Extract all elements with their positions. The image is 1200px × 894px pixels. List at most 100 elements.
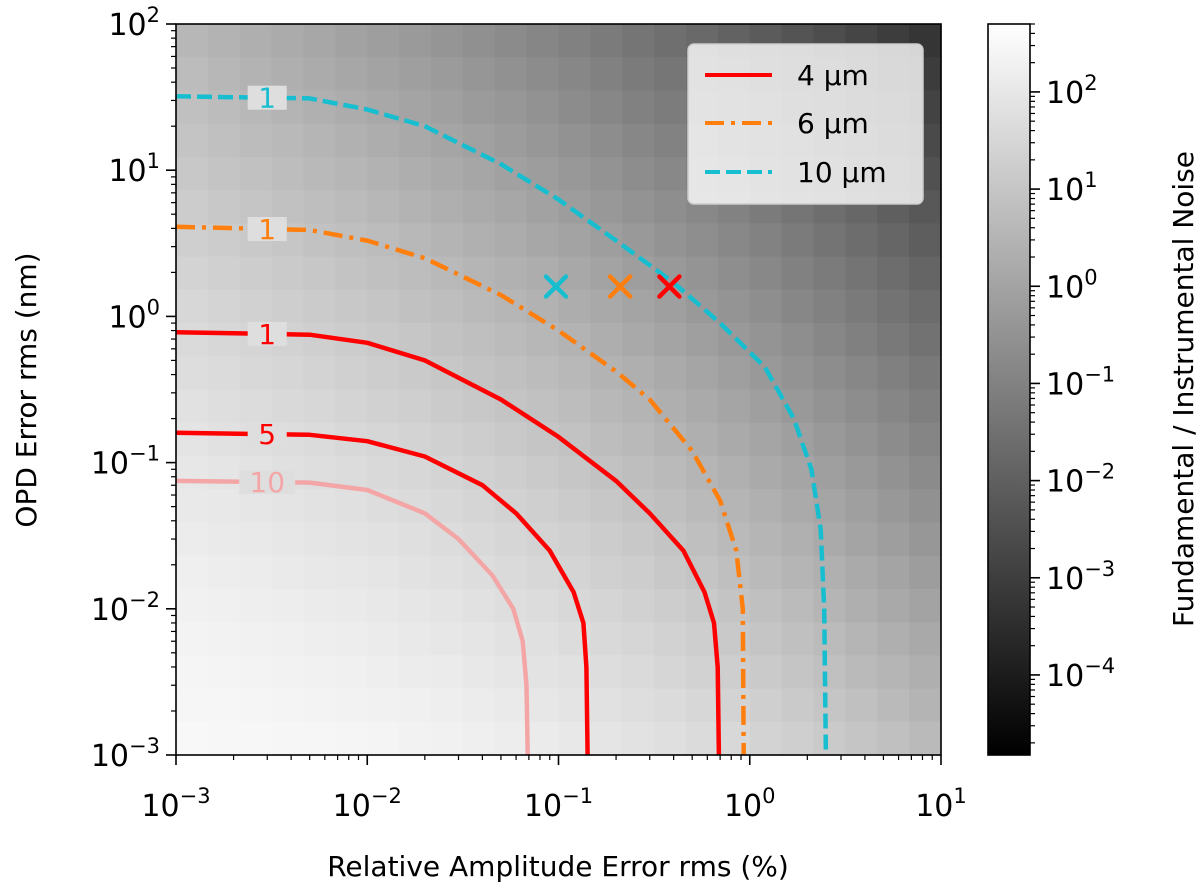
heatmap-cell [654, 223, 687, 258]
heatmap-cell [239, 688, 273, 723]
heatmap-cell [526, 688, 560, 723]
heatmap-cell [622, 90, 655, 125]
heatmap-cell [431, 622, 464, 656]
heatmap-cell [877, 223, 910, 258]
heatmap-cell [239, 289, 273, 324]
heatmap-cell [207, 190, 241, 224]
heatmap-cell [271, 522, 305, 557]
heatmap-cell [909, 522, 942, 557]
heatmap-cell [526, 588, 560, 623]
heatmap-cell [271, 688, 305, 723]
heatmap-cell [303, 622, 336, 656]
heatmap-cell [399, 24, 432, 58]
colorbar-gradient [987, 23, 1031, 756]
heatmap-cell [367, 688, 400, 723]
heatmap-cell [717, 356, 751, 391]
heatmap-cell [717, 555, 751, 590]
heatmap-cell [909, 688, 942, 723]
heatmap-cell [399, 323, 432, 357]
heatmap-cell [590, 323, 623, 357]
heatmap-cell [303, 323, 336, 357]
heatmap-cell [877, 323, 910, 357]
heatmap-cell [654, 156, 687, 191]
contour-label: 1 [258, 82, 276, 115]
heatmap-cell [717, 489, 751, 524]
heatmap-cell [399, 90, 432, 125]
heatmap-cell [845, 289, 878, 324]
heatmap-cell [431, 90, 464, 125]
heatmap-cell [749, 622, 783, 656]
marker-x-1 [543, 274, 569, 299]
heatmap-cell [431, 721, 464, 756]
heatmap-cell [303, 90, 336, 125]
heatmap-cell [239, 156, 273, 191]
heatmap-cell [494, 190, 528, 224]
heatmap-cell [526, 455, 560, 490]
heatmap-cell [335, 289, 368, 324]
heatmap-cell [909, 422, 942, 457]
heatmap-cell [781, 323, 815, 357]
heatmap-cell [813, 688, 846, 723]
heatmap-cell [749, 455, 783, 490]
heatmap-cell [399, 655, 432, 690]
heatmap-cell [176, 422, 209, 457]
heatmap-cell [781, 688, 815, 723]
heatmap-cell [813, 389, 846, 424]
heatmap-cell [494, 123, 528, 158]
heatmap-cell [431, 323, 464, 357]
heatmap-cell [877, 522, 910, 557]
heatmap-cell [781, 622, 815, 656]
heatmap-cell [494, 688, 528, 723]
heatmap-cell [399, 721, 432, 756]
heatmap-cell [271, 24, 305, 58]
heatmap-cell [558, 190, 591, 224]
heatmap-cell [813, 455, 846, 490]
contour-line-4um-level-5 [176, 430, 590, 755]
heatmap-cell [590, 190, 623, 224]
heatmap-cell [494, 721, 528, 756]
heatmap-cell [558, 256, 591, 291]
heatmap-cell [654, 323, 687, 357]
heatmap-cell [367, 455, 400, 490]
heatmap-cell [176, 389, 209, 424]
heatmap-cell [494, 522, 528, 557]
heatmap-cell [207, 455, 241, 490]
heatmap-cell [303, 422, 336, 457]
heatmap-cell [717, 422, 751, 457]
heatmap-cell [590, 489, 623, 524]
heatmap-cell [271, 622, 305, 656]
heatmap [176, 24, 942, 756]
heatmap-cell [622, 555, 655, 590]
heatmap-cell [399, 156, 432, 191]
heatmap-cell [335, 489, 368, 524]
legend-label-10um: 10 µm [797, 156, 887, 189]
heatmap-cell [367, 123, 400, 158]
heatmap-cell [654, 190, 687, 224]
colorbar-tick-label: 10−1 [1046, 362, 1115, 402]
heatmap-cell [494, 356, 528, 391]
heatmap-cell [271, 588, 305, 623]
contour-label: 1 [258, 213, 276, 246]
heatmap-cell [367, 356, 400, 391]
heatmap-cell [526, 489, 560, 524]
heatmap-cell [845, 223, 878, 258]
heatmap-cell [749, 721, 783, 756]
heatmap-cell [654, 555, 687, 590]
contour-label-gap [247, 85, 287, 110]
heatmap-cell [271, 721, 305, 756]
heatmap-cell [526, 622, 560, 656]
heatmap-cell [590, 289, 623, 324]
heatmap-cell [207, 555, 241, 590]
heatmap-cell [686, 356, 719, 391]
heatmap-cell [303, 256, 336, 291]
heatmap-cell [494, 422, 528, 457]
heatmap-cell [335, 622, 368, 656]
marker-x-3 [657, 274, 682, 299]
heatmap-cell [303, 190, 336, 224]
heatmap-cell [399, 289, 432, 324]
heatmap-cell [176, 190, 209, 224]
heatmap-cell [654, 688, 687, 723]
heatmap-cell [845, 522, 878, 557]
heatmap-cell [494, 57, 528, 92]
heatmap-cell [622, 156, 655, 191]
